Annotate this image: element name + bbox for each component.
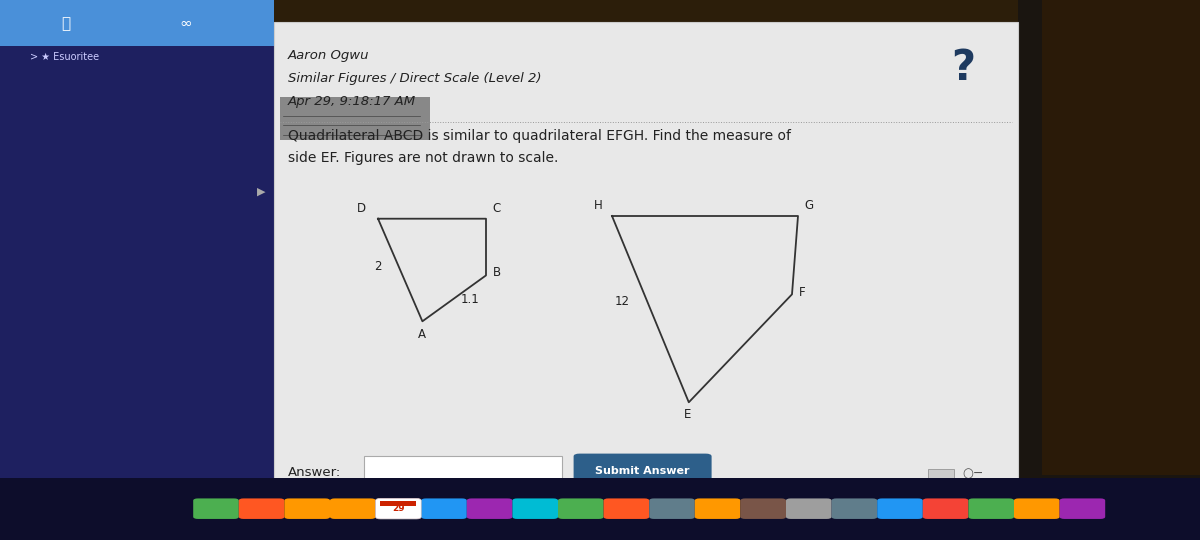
FancyBboxPatch shape — [284, 498, 330, 519]
Text: E: E — [684, 408, 691, 422]
FancyBboxPatch shape — [193, 498, 239, 519]
Text: A: A — [418, 327, 426, 341]
Text: Aaron Ogwu: Aaron Ogwu — [288, 49, 370, 63]
FancyBboxPatch shape — [376, 498, 421, 519]
Bar — [0, 0, 274, 540]
FancyBboxPatch shape — [740, 498, 786, 519]
FancyBboxPatch shape — [649, 498, 695, 519]
Text: G: G — [804, 199, 814, 212]
Text: 12: 12 — [614, 295, 629, 308]
FancyBboxPatch shape — [877, 498, 923, 519]
Text: H: H — [594, 199, 602, 212]
Text: Quadrilateral ABCD is similar to quadrilateral EFGH. Find the measure of: Quadrilateral ABCD is similar to quadril… — [288, 130, 791, 144]
Text: 29: 29 — [392, 504, 404, 512]
Text: 2: 2 — [374, 260, 382, 273]
Bar — [280, 43, 430, 140]
Bar — [380, 501, 416, 506]
FancyBboxPatch shape — [1060, 498, 1105, 519]
Text: B: B — [493, 266, 502, 280]
FancyBboxPatch shape — [376, 498, 421, 519]
Text: ○−: ○− — [962, 467, 984, 480]
FancyBboxPatch shape — [421, 498, 467, 519]
Text: F: F — [799, 286, 806, 299]
Bar — [274, 22, 1018, 518]
Bar — [0, 0, 274, 46]
FancyBboxPatch shape — [832, 498, 877, 519]
Bar — [280, 97, 430, 140]
Bar — [1042, 0, 1200, 475]
FancyBboxPatch shape — [1014, 498, 1060, 519]
Bar — [1018, 0, 1200, 540]
Text: 1.1: 1.1 — [461, 293, 479, 306]
Text: Apr 29, 9:18:17 AM: Apr 29, 9:18:17 AM — [288, 94, 416, 108]
FancyBboxPatch shape — [604, 498, 649, 519]
FancyBboxPatch shape — [512, 498, 558, 519]
FancyBboxPatch shape — [574, 454, 712, 489]
Text: C: C — [492, 202, 500, 215]
Text: Submit Answer: Submit Answer — [595, 466, 690, 476]
Text: ⧈: ⧈ — [61, 16, 71, 31]
FancyBboxPatch shape — [239, 498, 284, 519]
Bar — [364, 456, 562, 486]
FancyBboxPatch shape — [923, 498, 968, 519]
FancyBboxPatch shape — [786, 498, 832, 519]
Text: > ★ Esuoritee: > ★ Esuoritee — [30, 52, 100, 62]
FancyBboxPatch shape — [330, 498, 376, 519]
Text: ?: ? — [952, 46, 976, 89]
Bar — [0, 478, 1200, 540]
Text: D: D — [356, 202, 366, 215]
FancyBboxPatch shape — [695, 498, 740, 519]
FancyBboxPatch shape — [968, 498, 1014, 519]
FancyBboxPatch shape — [467, 498, 512, 519]
Text: Similar Figures / Direct Scale (Level 2): Similar Figures / Direct Scale (Level 2) — [288, 72, 541, 85]
Text: ▶: ▶ — [257, 187, 266, 197]
Text: side EF. Figures are not drawn to scale.: side EF. Figures are not drawn to scale. — [288, 151, 558, 165]
Bar — [928, 469, 954, 478]
Text: ∞: ∞ — [180, 16, 192, 31]
Text: Answer:: Answer: — [288, 466, 341, 480]
FancyBboxPatch shape — [558, 498, 604, 519]
